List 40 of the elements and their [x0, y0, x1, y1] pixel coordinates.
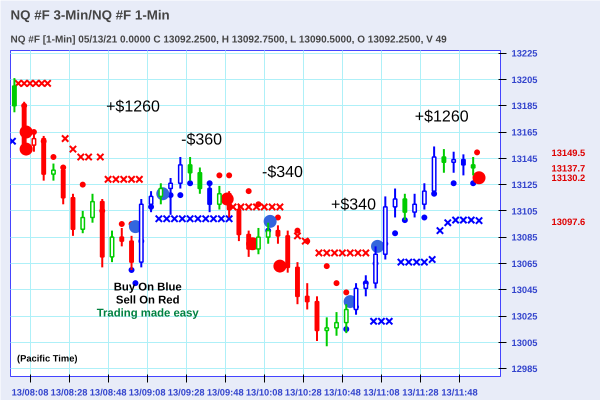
y-tick-label: 13185: [512, 101, 538, 112]
y-tick-label: 13085: [512, 232, 538, 243]
x-tick-label: 13/09:28: [168, 388, 205, 398]
text: 13130.2: [552, 173, 586, 184]
y-tick-label: 13005: [512, 338, 538, 348]
y-tick-label: 13065: [512, 258, 538, 269]
y-tick-label: 13025: [512, 312, 538, 322]
annotation: (Pacific Time): [17, 353, 78, 364]
chart-subtitle: NQ #F [1-Min] 05/13/21 0.0000 C 13092.2500, H 13092.7500, L 13090.5000, O 13092.2500, V 49: [10, 34, 448, 46]
annotation: +$1260: [106, 98, 160, 116]
y-tick-label: 13045: [512, 285, 538, 296]
x-tick-label: 13/09:48: [206, 388, 244, 398]
x-tick-label: 13/10:48: [324, 388, 361, 398]
annotation: +$340: [331, 196, 376, 214]
y-tick-label: 13125: [512, 180, 538, 190]
x-tick-label: 13/08:08: [12, 388, 48, 398]
x-tick-label: 13/09:08: [128, 388, 166, 398]
x-tick-label: 13/08:48: [90, 388, 127, 398]
text: 13097.6: [552, 216, 586, 227]
annotation: -$340: [262, 164, 304, 181]
y-tick-label: 13105: [512, 206, 538, 216]
x-tick-label: 13/10:08: [246, 388, 283, 398]
x-tick-label: 13/11:48: [441, 388, 478, 398]
x-tick-label: 13/11:08: [363, 388, 400, 398]
annotation: +$1260: [414, 108, 469, 126]
annotation: -$360: [181, 131, 222, 148]
x-tick-label: 13/08:28: [50, 388, 88, 398]
chart-title: NQ #F 3-Min/NQ #F 1-Min: [10, 8, 170, 22]
annotation: Sell On Red: [116, 294, 180, 306]
y-tick-label: 13225: [512, 48, 538, 59]
y-tick-label: 12985: [512, 364, 538, 374]
y-tick-label: 13145: [512, 154, 538, 164]
text: 13149.5: [552, 148, 586, 158]
x-tick-label: 13/11:28: [402, 388, 439, 398]
annotation: Trading made easy: [96, 307, 200, 320]
text: 13137.7: [552, 163, 586, 174]
x-tick-label: 13/10:28: [284, 388, 322, 398]
annotation: Buy On Blue: [114, 281, 182, 294]
y-tick-label: 13165: [512, 128, 538, 138]
y-tick-label: 13205: [512, 74, 538, 85]
